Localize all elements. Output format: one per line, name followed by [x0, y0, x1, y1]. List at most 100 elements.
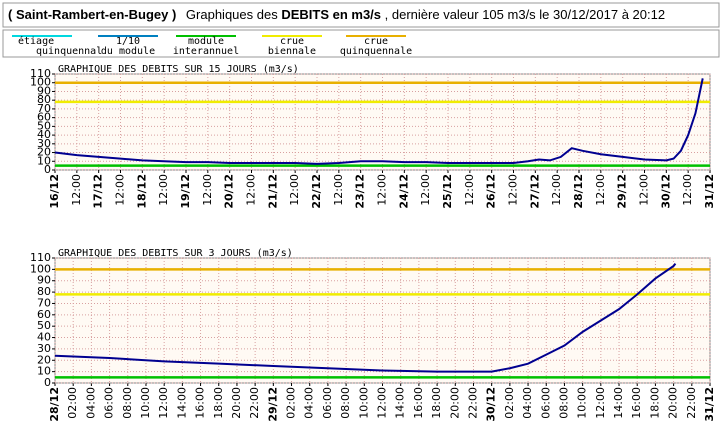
x-tick-label: 04:00 [84, 387, 97, 419]
y-tick-label: 110 [30, 67, 51, 80]
x-tick-label: 04:00 [521, 387, 534, 419]
x-tick-label: 22:00 [685, 387, 698, 419]
y-tick-label: 0 [44, 163, 51, 176]
x-tick-label: 16:00 [630, 387, 643, 419]
x-tick-label: 18:00 [648, 387, 661, 419]
y-tick-label: 80 [37, 93, 51, 106]
y-tick-label: 90 [37, 274, 51, 287]
legend-label: du module [101, 46, 155, 57]
x-tick-label: 06:00 [539, 387, 552, 419]
x-tick-label: 18/12 [135, 174, 148, 209]
x-tick-label: 25/12 [441, 174, 454, 209]
y-tick-label: 40 [37, 128, 51, 141]
x-tick-label: 12:00 [463, 174, 476, 206]
suffix: , dernière valeur 105 m3/s le 30/12/2017… [385, 7, 665, 22]
x-tick-label: 20/12 [223, 174, 236, 209]
x-tick-label: 20:00 [667, 387, 680, 419]
x-tick-label: 12:00 [376, 387, 389, 419]
x-tick-label: 29/12 [266, 387, 279, 422]
prefix: Graphiques des [186, 7, 278, 22]
x-tick-label: 16:00 [194, 387, 207, 419]
x-tick-label: 16:00 [412, 387, 425, 419]
x-tick-label: 12:00 [201, 174, 214, 206]
y-tick-label: 100 [30, 76, 51, 89]
x-tick-label: 30/12 [659, 174, 672, 209]
y-tick-label: 70 [37, 296, 51, 309]
x-tick-label: 17/12 [92, 174, 105, 209]
x-tick-label: 22:00 [466, 387, 479, 419]
x-tick-label: 20:00 [230, 387, 243, 419]
x-tick-label: 16/12 [48, 174, 61, 209]
y-tick-label: 10 [37, 154, 51, 167]
x-tick-label: 14:00 [612, 387, 625, 419]
x-tick-label: 20:00 [448, 387, 461, 419]
x-tick-label: 12:00 [594, 174, 607, 206]
y-tick-label: 20 [37, 353, 51, 366]
y-tick-label: 30 [37, 342, 51, 355]
x-tick-label: 12:00 [157, 387, 170, 419]
x-tick-label: 10:00 [139, 387, 152, 419]
y-tick-label: 10 [37, 365, 51, 378]
x-tick-label: 12:00 [288, 174, 301, 206]
y-tick-label: 30 [37, 137, 51, 150]
x-tick-label: 08:00 [121, 387, 134, 419]
y-tick-label: 0 [44, 376, 51, 389]
y-tick-label: 50 [37, 119, 51, 132]
chart-title: GRAPHIQUE DES DEBITS SUR 3 JOURS (m3/s) [58, 248, 293, 259]
x-tick-label: 12:00 [245, 174, 258, 206]
x-tick-label: 08:00 [339, 387, 352, 419]
x-tick-label: 12:00 [681, 174, 694, 206]
x-tick-label: 06:00 [103, 387, 116, 419]
y-tick-label: 40 [37, 331, 51, 344]
legend-label: étiage [18, 35, 54, 47]
chart-title: GRAPHIQUE DES DEBITS SUR 15 JOURS (m3/s) [58, 64, 299, 75]
measure: DEBITS en m3/s [281, 7, 381, 22]
x-tick-label: 19/12 [179, 174, 192, 209]
x-tick-label: 12:00 [594, 387, 607, 419]
x-tick-label: 26/12 [485, 174, 498, 209]
header: ( Saint-Rambert-en-Bugey ) Graphiques de… [8, 7, 665, 22]
x-tick-label: 06:00 [321, 387, 334, 419]
y-tick-label: 90 [37, 84, 51, 97]
x-tick-label: 28/12 [48, 387, 61, 422]
x-tick-label: 10:00 [357, 387, 370, 419]
y-tick-label: 60 [37, 111, 51, 124]
y-tick-label: 80 [37, 285, 51, 298]
x-tick-label: 12:00 [157, 174, 170, 206]
x-tick-label: 21/12 [266, 174, 279, 209]
x-tick-label: 31/12 [703, 174, 716, 209]
legend-label: quinquennal [36, 46, 102, 57]
station: ( Saint-Rambert-en-Bugey ) [8, 7, 176, 22]
x-tick-label: 24/12 [397, 174, 410, 209]
x-tick-label: 23/12 [354, 174, 367, 209]
x-tick-label: 08:00 [557, 387, 570, 419]
x-tick-label: 12:00 [638, 174, 651, 206]
x-tick-label: 04:00 [303, 387, 316, 419]
x-tick-label: 14:00 [175, 387, 188, 419]
x-tick-label: 14:00 [394, 387, 407, 419]
legend-label: biennale [268, 46, 316, 57]
legend-label: interannuel [173, 46, 239, 57]
x-tick-label: 12:00 [419, 174, 432, 206]
legend-label: module [188, 36, 224, 47]
y-tick-label: 70 [37, 102, 51, 115]
legend-label: crue [280, 36, 304, 47]
data-line [54, 78, 704, 165]
y-tick-label: 50 [37, 319, 51, 332]
x-tick-label: 12:00 [376, 174, 389, 206]
data-line [54, 263, 677, 373]
y-tick-label: 110 [30, 251, 51, 264]
y-tick-label: 60 [37, 308, 51, 321]
x-tick-label: 12:00 [550, 174, 563, 206]
legend-label: 1/10 [116, 36, 140, 47]
x-tick-label: 31/12 [703, 387, 716, 422]
x-tick-label: 28/12 [572, 174, 585, 209]
x-tick-label: 12:00 [332, 174, 345, 206]
header-box [2, 2, 720, 28]
legend-label: quinquennale [340, 46, 412, 57]
x-tick-label: 27/12 [528, 174, 541, 209]
x-tick-label: 12:00 [507, 174, 520, 206]
legend-box [2, 29, 720, 58]
x-tick-label: 12:00 [70, 174, 83, 206]
